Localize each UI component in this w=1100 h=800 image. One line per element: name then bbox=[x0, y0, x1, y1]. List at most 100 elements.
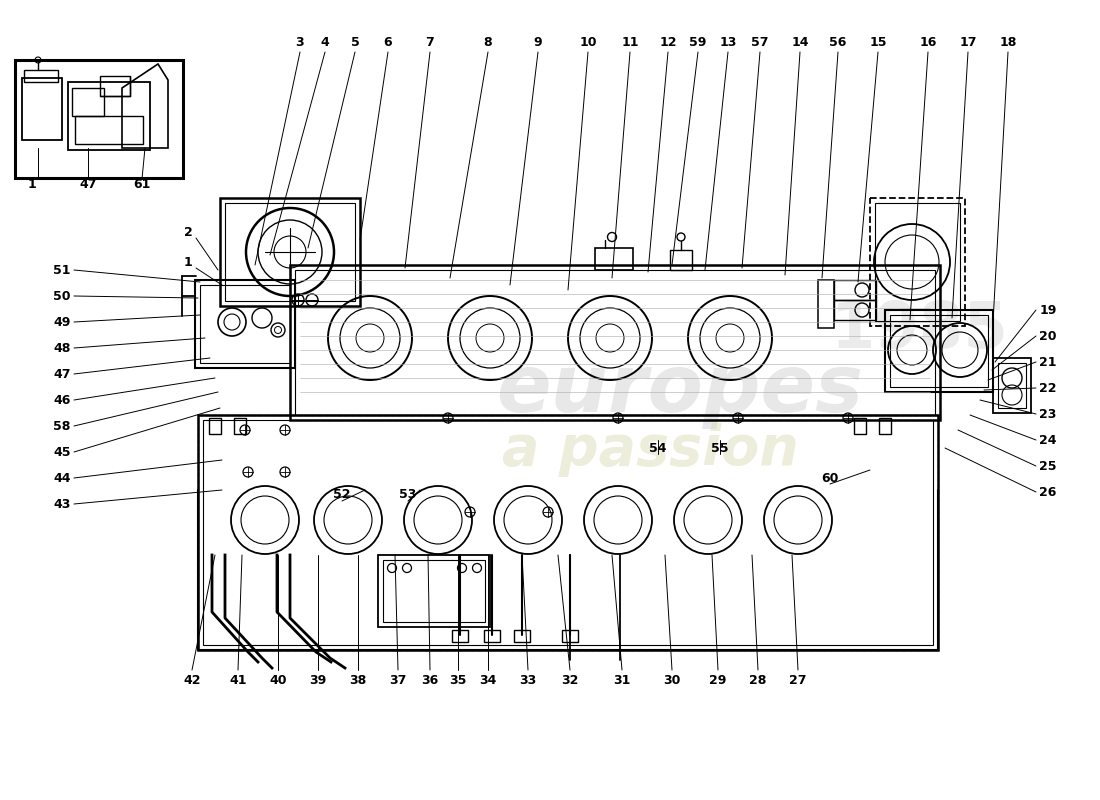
Text: 22: 22 bbox=[1040, 382, 1057, 394]
Text: 44: 44 bbox=[53, 471, 70, 485]
Bar bbox=[452, 630, 468, 642]
Text: 36: 36 bbox=[421, 674, 439, 686]
Text: 52: 52 bbox=[333, 489, 351, 502]
Bar bbox=[874, 203, 960, 321]
Text: 3: 3 bbox=[296, 35, 305, 49]
Text: 17: 17 bbox=[959, 35, 977, 49]
Text: 24: 24 bbox=[1040, 434, 1057, 446]
Text: 27: 27 bbox=[790, 674, 806, 686]
Text: europes: europes bbox=[496, 351, 864, 429]
Bar bbox=[68, 82, 150, 150]
Bar bbox=[295, 270, 935, 415]
Bar bbox=[198, 415, 938, 650]
Text: 28: 28 bbox=[749, 674, 767, 686]
Bar bbox=[15, 60, 183, 178]
Text: 25: 25 bbox=[1040, 459, 1057, 473]
Text: 47: 47 bbox=[79, 178, 97, 191]
Text: 7: 7 bbox=[426, 35, 434, 49]
Text: 29: 29 bbox=[710, 674, 727, 686]
Bar bbox=[198, 415, 938, 650]
Text: 15: 15 bbox=[869, 35, 887, 49]
Bar bbox=[226, 203, 355, 301]
Text: 57: 57 bbox=[751, 35, 769, 49]
Bar bbox=[562, 630, 578, 642]
Bar bbox=[870, 198, 965, 326]
Bar bbox=[595, 248, 632, 270]
Bar bbox=[209, 418, 221, 434]
Text: 47: 47 bbox=[53, 367, 70, 381]
Bar bbox=[834, 280, 876, 300]
Bar bbox=[890, 315, 988, 387]
Text: 14: 14 bbox=[791, 35, 808, 49]
Bar bbox=[670, 250, 692, 270]
Text: 23: 23 bbox=[1040, 407, 1057, 421]
Text: 59: 59 bbox=[690, 35, 706, 49]
Text: 58: 58 bbox=[53, 419, 70, 433]
Text: 42: 42 bbox=[184, 674, 200, 686]
Text: 54: 54 bbox=[649, 442, 667, 454]
Text: 20: 20 bbox=[1040, 330, 1057, 342]
Text: 2: 2 bbox=[184, 226, 192, 238]
Text: 53: 53 bbox=[399, 489, 417, 502]
Bar bbox=[834, 300, 876, 320]
Text: 41: 41 bbox=[229, 674, 246, 686]
Bar bbox=[383, 560, 485, 622]
Text: a passion: a passion bbox=[502, 423, 799, 477]
Text: 1: 1 bbox=[28, 178, 36, 191]
Bar bbox=[234, 418, 246, 434]
Text: 19: 19 bbox=[1040, 303, 1057, 317]
Bar bbox=[879, 418, 891, 434]
Text: 9: 9 bbox=[534, 35, 542, 49]
Bar bbox=[818, 280, 834, 328]
Text: 21: 21 bbox=[1040, 355, 1057, 369]
Text: 10: 10 bbox=[580, 35, 596, 49]
Text: 49: 49 bbox=[53, 315, 70, 329]
Text: 40: 40 bbox=[270, 674, 287, 686]
Text: 4: 4 bbox=[320, 35, 329, 49]
Text: 18: 18 bbox=[999, 35, 1016, 49]
Text: 8: 8 bbox=[484, 35, 493, 49]
Text: 46: 46 bbox=[53, 394, 70, 406]
Bar bbox=[993, 358, 1031, 413]
Text: 1985: 1985 bbox=[832, 299, 1009, 361]
Text: 11: 11 bbox=[621, 35, 639, 49]
Text: 60: 60 bbox=[822, 471, 838, 485]
Text: 1: 1 bbox=[184, 255, 192, 269]
Text: 33: 33 bbox=[519, 674, 537, 686]
Text: 32: 32 bbox=[561, 674, 579, 686]
Text: 31: 31 bbox=[614, 674, 630, 686]
Bar bbox=[220, 198, 360, 306]
Bar bbox=[998, 363, 1026, 408]
Bar bbox=[100, 76, 130, 96]
Bar bbox=[886, 310, 993, 392]
Text: 38: 38 bbox=[350, 674, 366, 686]
Text: 37: 37 bbox=[389, 674, 407, 686]
Text: 26: 26 bbox=[1040, 486, 1057, 498]
Bar bbox=[514, 630, 530, 642]
Bar bbox=[24, 70, 58, 82]
Text: 39: 39 bbox=[309, 674, 327, 686]
Text: 45: 45 bbox=[53, 446, 70, 458]
Bar bbox=[378, 555, 490, 627]
Text: 30: 30 bbox=[663, 674, 681, 686]
Text: 43: 43 bbox=[53, 498, 70, 510]
Text: 13: 13 bbox=[719, 35, 737, 49]
Text: 12: 12 bbox=[659, 35, 676, 49]
Bar bbox=[204, 420, 933, 645]
Bar bbox=[75, 116, 143, 144]
Text: 5: 5 bbox=[351, 35, 360, 49]
Text: 55: 55 bbox=[712, 442, 728, 454]
Bar bbox=[854, 418, 866, 434]
Text: 56: 56 bbox=[829, 35, 847, 49]
Text: 35: 35 bbox=[449, 674, 466, 686]
Bar bbox=[200, 285, 290, 363]
Text: 50: 50 bbox=[53, 290, 70, 302]
Text: 51: 51 bbox=[53, 263, 70, 277]
Bar bbox=[72, 88, 104, 116]
Bar bbox=[195, 280, 295, 368]
Text: 16: 16 bbox=[920, 35, 937, 49]
Bar bbox=[290, 265, 940, 420]
Bar bbox=[484, 630, 500, 642]
Bar bbox=[22, 78, 62, 140]
Text: 48: 48 bbox=[53, 342, 70, 354]
